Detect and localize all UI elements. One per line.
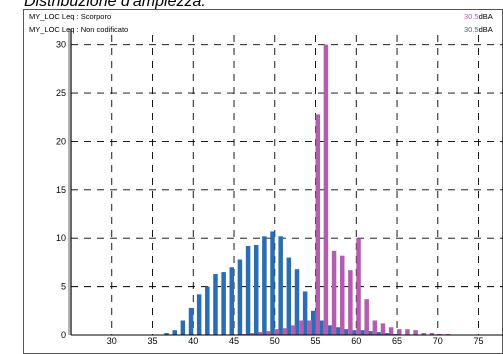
bar-non-codificato-37 [164,333,169,335]
bar-scorporo-56 [323,44,329,335]
bar-non-codificato-40 [188,307,194,335]
legend-label-non-codificato: MY_LOC Leq : Non codificato [29,25,129,34]
bar-non-codificato-57 [327,325,332,335]
bar-scorporo-61 [364,299,369,335]
x-tick-label-50: 50 [270,336,280,345]
x-tick-label-30: 30 [107,336,117,345]
legend-entry-non-codificato: MY_LOC Leq : Non codificato [29,25,128,34]
bar-scorporo-69 [429,333,435,335]
bar-non-codificato-60 [351,330,357,335]
x-tick-label-45: 45 [229,336,239,345]
bar-scorporo-55 [315,114,321,336]
x-tick-label-65: 65 [392,336,402,345]
bar-scorporo-60 [356,238,361,335]
bar-non-codificato-47 [245,245,251,335]
bar-scorporo-62 [372,320,378,335]
bar-scorporo-54 [307,320,312,335]
bar-scorporo-53 [299,320,304,335]
chart-title: Distribuzione d'ampiezza: [24,0,206,10]
y-tick-label-30: 30 [56,40,66,50]
bar-non-codificato-64 [384,333,389,335]
legend-value-scorporo: 30.5dBA [464,12,493,21]
bar-non-codificato-46 [237,259,243,335]
bar-scorporo-59 [348,270,353,335]
bar-non-codificato-45 [229,267,235,335]
bar-non-codificato-56 [319,320,324,335]
bar-scorporo-50 [274,329,280,335]
x-tick-label-55: 55 [311,336,321,345]
bar-non-codificato-62 [368,331,373,335]
bar-non-codificato-55 [311,310,316,335]
y-tick-label-25: 25 [56,88,66,98]
bar-non-codificato-63 [376,332,381,335]
bar-scorporo-64 [388,327,394,335]
y-tick-label-10: 10 [56,233,66,243]
bar-scorporo-58 [339,255,345,335]
bar-scorporo-57 [331,250,337,335]
bar-non-codificato-52 [286,257,292,335]
bar-non-codificato-43 [213,274,218,335]
bar-non-codificato-51 [278,236,283,335]
bar-non-codificato-49 [262,236,267,335]
bar-scorporo-52 [291,325,296,335]
bar-non-codificato-41 [196,294,202,335]
bar-non-codificato-61 [359,330,365,335]
x-tick-label-60: 60 [351,336,361,345]
y-tick-label-20: 20 [56,136,66,146]
x-tick-label-75: 75 [474,336,484,345]
x-tick-label-70: 70 [433,336,443,345]
legend-number-non-codificato: 30.5 [464,25,479,34]
x-tick-label-40: 40 [188,336,198,345]
bar-non-codificato-38 [172,330,177,335]
bar-scorporo-65 [397,329,402,335]
legend-value-non-codificato: 30.5dBA [464,25,493,34]
y-tick-label-0: 0 [61,330,66,340]
bar-scorporo-49 [266,331,272,335]
bar-non-codificato-42 [205,286,210,335]
legend-label-scorporo: MY_LOC Leq : Scorporo [29,12,112,21]
bar-scorporo-66 [405,329,410,335]
bar-scorporo-68 [421,333,426,335]
bar-scorporo-48 [258,332,263,335]
legend-number-scorporo: 30.5 [464,12,479,21]
legend-unit-non-codificato: dBA [478,25,493,34]
bar-non-codificato-53 [294,269,300,335]
bar-scorporo-67 [413,330,418,335]
legend-entry-scorporo: MY_LOC Leq : Scorporo [29,12,111,21]
bar-scorporo-51 [282,328,288,335]
bar-scorporo-47 [250,333,255,335]
bar-non-codificato-44 [221,272,226,335]
bar-scorporo-63 [380,323,386,335]
bar-non-codificato-58 [335,327,340,335]
y-tick-label-15: 15 [56,185,66,195]
bar-non-codificato-39 [180,320,186,335]
x-tick-label-35: 35 [148,336,158,345]
bar-non-codificato-59 [343,329,349,335]
legend-unit-scorporo: dBA [478,12,493,21]
bar-non-codificato-48 [253,245,259,335]
bar-non-codificato-54 [302,291,308,335]
bar-non-codificato-50 [270,231,275,335]
histogram-plot: 0 5 10 15 20 25 30 30 35 40 45 50 55 60 65 70 75 [56,29,503,345]
y-tick-label-5: 5 [61,282,66,292]
